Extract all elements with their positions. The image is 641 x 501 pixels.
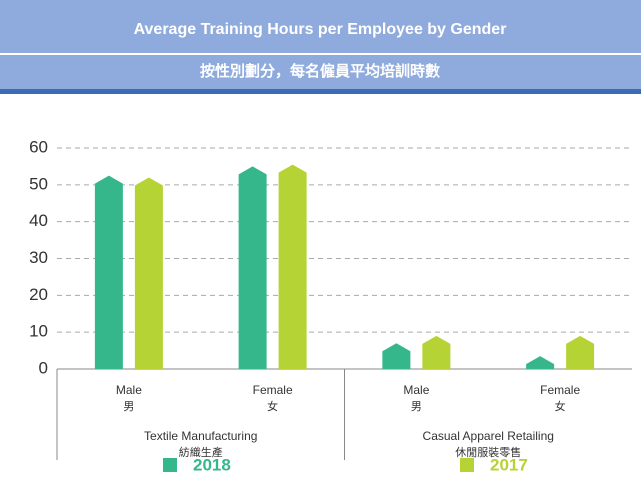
x-tick-label: Female bbox=[253, 383, 293, 397]
y-tick-label: 10 bbox=[29, 322, 48, 341]
chart-subtitle: 按性別劃分，每名僱員平均培訓時數 bbox=[200, 62, 440, 80]
y-tick-label: 30 bbox=[29, 248, 48, 267]
bar bbox=[382, 343, 411, 369]
y-tick-label: 50 bbox=[29, 174, 48, 193]
legend-swatch bbox=[460, 458, 474, 472]
x-tick-label: Male bbox=[403, 383, 429, 397]
y-tick-label: 0 bbox=[39, 358, 48, 377]
x-tick-label-zh: 女 bbox=[555, 399, 566, 413]
bar bbox=[566, 335, 595, 369]
legend-label: 2017 bbox=[490, 455, 528, 474]
bar bbox=[278, 164, 307, 369]
bar bbox=[134, 177, 163, 369]
bar bbox=[422, 335, 451, 369]
x-tick-label-zh: 女 bbox=[267, 399, 278, 413]
legend-swatch bbox=[163, 458, 177, 472]
x-tick-label: Female bbox=[540, 383, 580, 397]
bar bbox=[94, 175, 123, 369]
y-tick-label: 20 bbox=[29, 285, 48, 304]
y-tick-label: 40 bbox=[29, 211, 48, 230]
group-label-zh: 休閒服裝零售 bbox=[455, 445, 521, 459]
legend-label: 2018 bbox=[193, 455, 231, 474]
header-rule bbox=[0, 89, 641, 94]
bar bbox=[526, 356, 555, 369]
chart-title: Average Training Hours per Employee by G… bbox=[134, 21, 507, 38]
x-tick-label-zh: 男 bbox=[411, 401, 422, 413]
group-label: Textile Manufacturing bbox=[144, 429, 257, 443]
group-label: Casual Apparel Retailing bbox=[423, 429, 554, 443]
x-tick-label-zh: 男 bbox=[123, 401, 134, 413]
group-label-zh: 紡織生產 bbox=[179, 445, 223, 459]
bar bbox=[238, 166, 267, 369]
title-band bbox=[0, 0, 641, 53]
y-tick-label: 60 bbox=[29, 137, 48, 156]
x-tick-label: Male bbox=[116, 383, 142, 397]
subtitle-band bbox=[0, 55, 641, 89]
